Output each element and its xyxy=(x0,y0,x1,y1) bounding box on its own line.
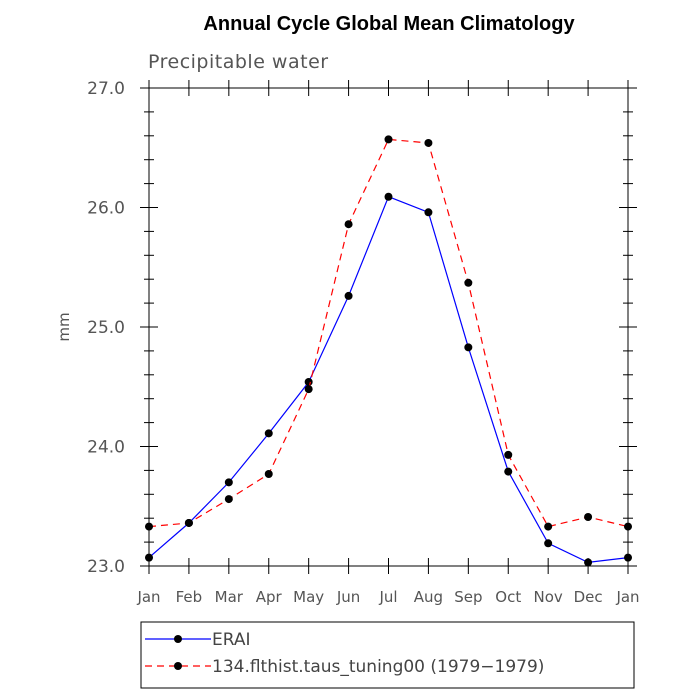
data-point-erai xyxy=(424,208,433,217)
data-point-model xyxy=(584,513,593,522)
plot-frame xyxy=(148,87,629,567)
x-tick-label: Dec xyxy=(574,588,603,606)
data-point-model xyxy=(464,278,473,287)
y-axis-label: mm xyxy=(55,312,73,341)
data-point-model xyxy=(264,469,273,478)
data-point-erai xyxy=(544,539,553,548)
legend-label-model: 134.flthist.taus_tuning00 (1979−1979) xyxy=(212,657,544,677)
data-point-erai xyxy=(344,291,353,300)
legend-label-erai: ERAI xyxy=(212,630,251,650)
x-tick-label: Oct xyxy=(495,588,521,606)
data-point-model xyxy=(624,522,632,531)
data-point-erai xyxy=(304,377,313,386)
x-tick-label: Aug xyxy=(414,588,443,606)
x-tick-label: Jan xyxy=(136,588,160,606)
x-tick-label: Sep xyxy=(454,588,482,606)
data-point-model xyxy=(384,135,393,144)
x-tick-label: Feb xyxy=(176,588,203,606)
y-tick-label: 26.0 xyxy=(87,199,125,219)
data-point-model xyxy=(304,385,313,394)
y-tick-label: 27.0 xyxy=(87,79,125,99)
plot-series xyxy=(145,135,632,567)
data-point-model xyxy=(504,450,513,459)
legend-marker-model xyxy=(174,662,182,670)
y-tick-label: 24.0 xyxy=(87,438,125,458)
x-tick-label: May xyxy=(293,588,324,606)
data-point-model xyxy=(184,518,193,527)
data-point-erai xyxy=(264,429,273,438)
x-tick-label: Mar xyxy=(215,588,244,606)
data-point-erai xyxy=(224,478,233,487)
axes: 23.0 24.0 25.0 26.0 27.0 Jan Feb Mar Apr May Jun Ju… xyxy=(87,79,639,606)
data-point-erai xyxy=(145,553,153,562)
data-point-erai xyxy=(584,558,593,567)
data-point-model xyxy=(145,522,153,531)
data-point-model xyxy=(544,522,553,531)
x-tick-label: Jul xyxy=(378,588,397,606)
y-tick-label: 23.0 xyxy=(87,557,125,577)
legend-box xyxy=(140,621,635,689)
chart-subtitle: Precipitable water xyxy=(148,51,329,73)
data-point-erai xyxy=(384,192,393,201)
x-tick-label: Jan xyxy=(615,588,639,606)
data-point-model xyxy=(424,138,433,147)
data-point-model xyxy=(344,220,353,229)
legend-marker-erai xyxy=(174,635,182,643)
x-tick-label: Jun xyxy=(336,588,360,606)
data-point-erai xyxy=(624,553,632,562)
y-tick-label: 25.0 xyxy=(87,318,125,338)
chart-title: Annual Cycle Global Mean Climatology xyxy=(203,13,575,35)
data-point-erai xyxy=(464,343,473,352)
legend: ERAI 134.flthist.taus_tuning00 (1979−197… xyxy=(140,621,635,689)
x-tick-label: Nov xyxy=(534,588,563,606)
series-line-erai xyxy=(148,195,629,564)
data-point-model xyxy=(224,495,233,504)
x-tick-label: Apr xyxy=(256,588,283,606)
data-point-erai xyxy=(504,467,513,476)
